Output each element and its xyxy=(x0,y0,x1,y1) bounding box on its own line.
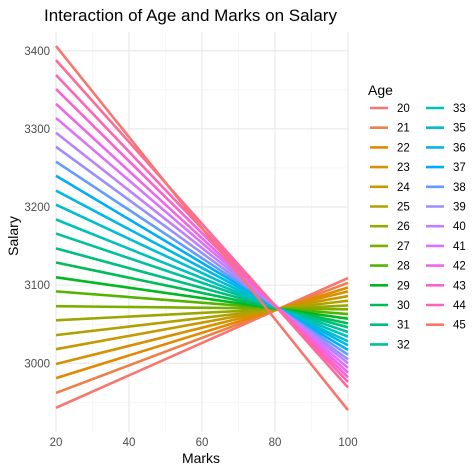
series-line xyxy=(55,299,349,337)
x-tick-label: 80 xyxy=(269,437,282,449)
legend-label: 26 xyxy=(397,221,410,233)
series-line xyxy=(55,290,349,366)
legend-label: 44 xyxy=(453,300,466,312)
x-tick-label: 40 xyxy=(123,437,136,449)
x-tick-label: 100 xyxy=(338,437,357,449)
legend-label: 41 xyxy=(453,241,466,253)
legend-label: 28 xyxy=(397,261,410,273)
legend-label: 32 xyxy=(397,339,410,351)
legend-label: 29 xyxy=(397,280,410,292)
series-line xyxy=(55,290,349,316)
x-axis-ticks: 20 40 60 80 100 xyxy=(50,437,358,449)
x-axis-title: Marks xyxy=(182,450,220,466)
legend-label: 40 xyxy=(453,221,466,233)
legend-label: 22 xyxy=(397,142,410,154)
legend-label: 24 xyxy=(397,182,410,194)
legend: Age 20 21 22 23 24 25 26 27 28 29 30 31 32 33 35 36 37 38… xyxy=(368,82,466,351)
series-line xyxy=(55,276,349,409)
legend-label: 36 xyxy=(453,142,466,154)
y-tick-label: 3100 xyxy=(24,280,50,292)
y-tick-label: 3000 xyxy=(24,358,50,370)
legend-label: 25 xyxy=(397,202,410,214)
legend-label: 38 xyxy=(453,182,466,194)
legend-label: 21 xyxy=(397,123,410,135)
legend-label: 45 xyxy=(453,320,466,332)
series-line xyxy=(55,247,349,329)
legend-label: 20 xyxy=(397,103,410,115)
series-line xyxy=(55,281,349,395)
series-line xyxy=(55,232,349,334)
y-tick-label: 3400 xyxy=(24,46,50,58)
legend-label: 23 xyxy=(397,162,410,174)
x-tick-label: 60 xyxy=(196,437,209,449)
legend-title: Age xyxy=(368,82,393,98)
series-line xyxy=(55,59,349,389)
series-line xyxy=(55,276,349,321)
chart-title: Interaction of Age and Marks on Salary xyxy=(44,6,337,25)
series-line xyxy=(55,294,349,351)
legend-label: 30 xyxy=(397,300,410,312)
legend-label: 42 xyxy=(453,261,466,273)
series-line xyxy=(55,174,349,352)
series-lines xyxy=(54,45,350,411)
series-line xyxy=(54,45,350,411)
x-tick-label: 20 xyxy=(50,437,63,449)
y-axis-ticks: 3000 3100 3200 3300 3400 xyxy=(24,46,50,371)
series-line xyxy=(55,304,349,311)
y-tick-label: 3300 xyxy=(24,124,50,136)
legend-label: 35 xyxy=(453,123,466,135)
legend-label: 31 xyxy=(397,320,410,332)
y-tick-label: 3200 xyxy=(24,202,50,214)
y-axis-title: Salary xyxy=(5,216,21,256)
legend-label: 27 xyxy=(397,241,410,253)
legend-label: 33 xyxy=(453,103,466,115)
legend-label: 37 xyxy=(453,162,466,174)
legend-label: 39 xyxy=(453,202,466,214)
legend-label: 43 xyxy=(453,280,466,292)
